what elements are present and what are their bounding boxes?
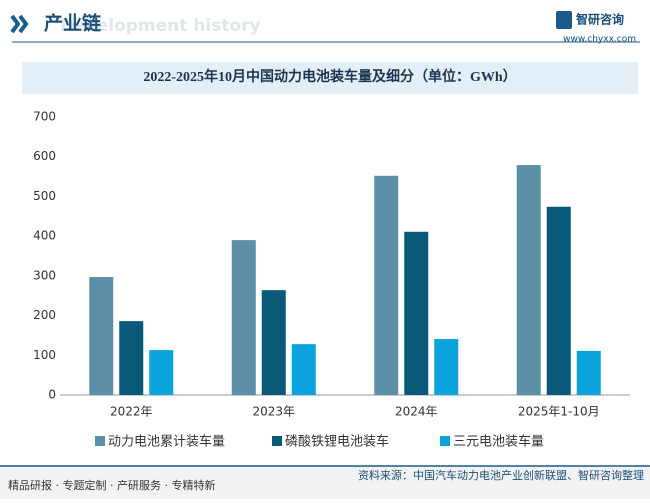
- header-title: 产业链: [44, 12, 101, 35]
- y-tick-label: 500: [33, 189, 56, 203]
- legend-swatch: [272, 436, 282, 446]
- bar: [404, 231, 429, 395]
- bar: [149, 350, 174, 395]
- legend-label: 磷酸铁锂电池装车: [285, 434, 389, 450]
- bar: [516, 165, 541, 395]
- bar: [434, 339, 459, 395]
- brand-logo: [556, 11, 572, 29]
- title-band: [22, 62, 638, 94]
- header-watermark: Development history: [60, 16, 261, 36]
- brand-name: 智研咨询: [575, 12, 624, 27]
- x-tick-label: 2025年1-10月: [518, 405, 600, 419]
- chart-title: 2022-2025年10月中国动力电池装车量及细分（单位：GWh）: [143, 68, 516, 85]
- bar: [291, 344, 316, 395]
- y-tick-label: 100: [33, 348, 56, 362]
- legend-label: 动力电池累计装车量: [108, 434, 225, 450]
- legend-label: 三元电池装车量: [453, 434, 544, 450]
- y-tick-label: 600: [33, 149, 56, 163]
- bar: [374, 175, 399, 395]
- plot: 0 100 200 300 400 500 600 700 2022年 2023年 2024年 202…: [33, 110, 630, 450]
- brand-url: www.chyxx.com: [563, 35, 636, 45]
- bar: [89, 277, 114, 395]
- y-tick-label: 400: [33, 229, 56, 243]
- footer-left: 精品研报 · 专题定制 · 产研服务 · 专精特新: [8, 478, 215, 492]
- bar: [119, 321, 144, 395]
- footer-right: 资料来源：中国汽车动力电池产业创新联盟、智研咨询整理: [358, 468, 644, 482]
- footer-band: [0, 466, 650, 499]
- y-tick-label: 300: [33, 268, 56, 282]
- x-tick-label: 2023年: [252, 405, 295, 419]
- legend-swatch: [95, 436, 105, 446]
- y-tick-label: 700: [33, 110, 56, 124]
- y-tick-label: 0: [48, 388, 56, 402]
- bar: [576, 350, 601, 395]
- bar: [231, 240, 256, 395]
- legend-swatch: [440, 436, 450, 446]
- bar: [261, 290, 286, 395]
- y-tick-label: 200: [33, 308, 56, 322]
- bar: [546, 206, 571, 395]
- x-tick-label: 2024年: [395, 405, 438, 419]
- x-tick-label: 2022年: [110, 405, 153, 419]
- header-icon: [10, 14, 29, 34]
